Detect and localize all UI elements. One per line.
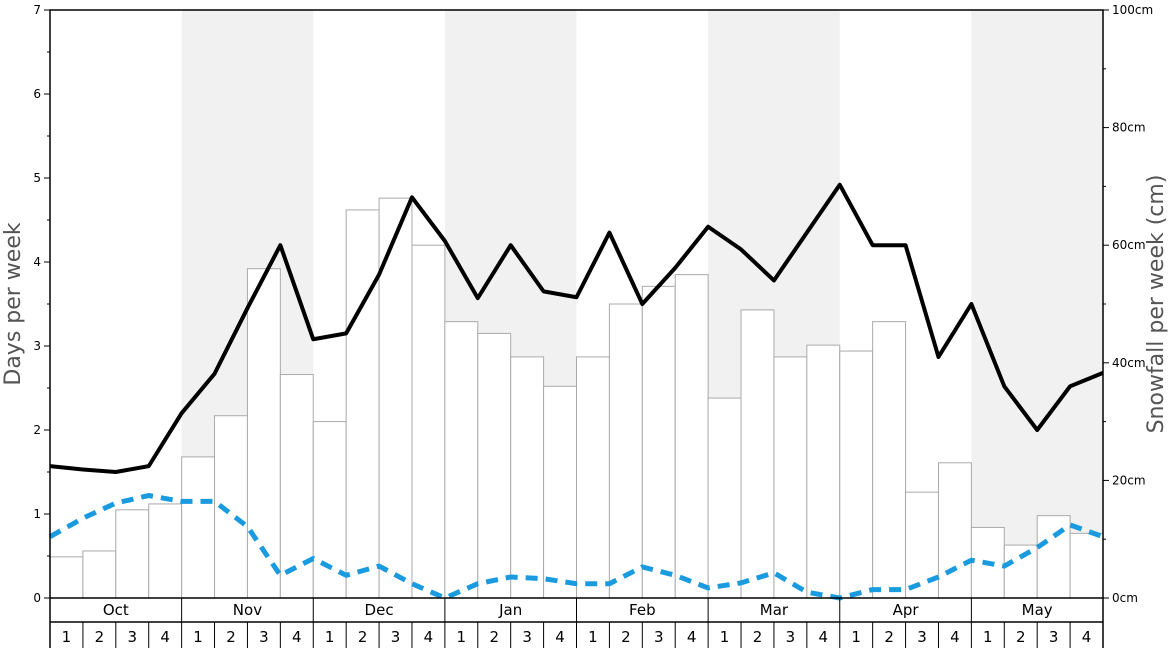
month-label-nov: Nov [233, 601, 262, 619]
snowfall-bar [148, 503, 183, 599]
week-label: 1 [851, 628, 861, 646]
snowfall-bar [1003, 544, 1038, 599]
week-label: 4 [160, 628, 170, 646]
week-label: 3 [917, 628, 927, 646]
snowfall-bar [543, 385, 577, 599]
week-label: 2 [1016, 628, 1026, 646]
left-tick-label: 4 [33, 255, 41, 269]
snowfall-bar [806, 344, 841, 599]
left-tick-label: 7 [33, 3, 41, 17]
snowfall-bar [477, 332, 512, 599]
series-lines [48, 182, 1104, 601]
snowfall-bar [839, 350, 874, 599]
month-label-oct: Oct [103, 601, 129, 619]
left-tick-label: 2 [33, 423, 41, 437]
left-tick-label: 3 [33, 339, 41, 353]
week-labels: 1 2 3 4 1 2 3 4 1 2 3 4 1 2 3 4 1 2 3 4 1 2 3 4 1 2 3 4 1 2 3 4 [62, 622, 1092, 648]
week-label: 3 [1049, 628, 1059, 646]
week-label: 4 [424, 628, 434, 646]
snowfall-bar [707, 397, 742, 599]
right-tick-label: 60cm [1112, 238, 1146, 252]
snowfall-bar [510, 356, 545, 599]
month-label-mar: Mar [760, 601, 789, 619]
month-label-dec: Dec [365, 601, 394, 619]
snowfall-bar [345, 209, 380, 599]
snowfall-bar [115, 509, 150, 599]
snowfall-bar [444, 321, 479, 599]
week-label: 2 [358, 628, 368, 646]
left-axis-ticks: 0 1 2 3 4 5 6 7 [33, 3, 50, 605]
week-label: 4 [950, 628, 960, 646]
left-tick-label: 6 [33, 87, 41, 101]
month-band-may [971, 10, 1103, 598]
snowfall-bar [181, 456, 216, 599]
week-label: 2 [884, 628, 894, 646]
snowfall-bar [246, 268, 281, 599]
right-tick-label: 40cm [1112, 356, 1146, 370]
snowfall-bar [740, 309, 775, 599]
month-label-jan: Jan [498, 601, 522, 619]
solid-series-line [49, 182, 1104, 474]
snowfall-bar [641, 285, 676, 599]
week-label: 3 [259, 628, 269, 646]
snowfall-bar [411, 244, 446, 599]
week-label: 1 [983, 628, 993, 646]
left-axis-title: Days per week [1, 222, 26, 385]
week-label: 1 [457, 628, 467, 646]
week-label: 1 [62, 628, 72, 646]
right-tick-label: 20cm [1112, 473, 1146, 487]
snowfall-bar [49, 556, 84, 599]
right-tick-label: 80cm [1112, 121, 1146, 135]
snowfall-bar [674, 274, 709, 599]
snowfall-bar [872, 321, 907, 599]
month-bands [181, 10, 1103, 598]
snowfall-bar [773, 356, 808, 599]
left-tick-label: 5 [33, 171, 41, 185]
snowfall-bar [1069, 532, 1104, 599]
right-tick-label: 100cm [1112, 3, 1153, 17]
week-label: 1 [588, 628, 598, 646]
week-label: 3 [654, 628, 664, 646]
week-label: 2 [95, 628, 105, 646]
snowfall-bar [608, 303, 643, 599]
week-label: 1 [193, 628, 203, 646]
week-label: 1 [325, 628, 335, 646]
month-label-apr: Apr [893, 601, 920, 619]
dashed-series-line [48, 493, 1104, 601]
week-label: 1 [720, 628, 730, 646]
week-label: 2 [753, 628, 763, 646]
left-tick-label: 1 [33, 507, 41, 521]
month-label-feb: Feb [629, 601, 656, 619]
week-label: 4 [819, 628, 829, 646]
snowfall-bar [1036, 515, 1071, 599]
week-label: 3 [391, 628, 401, 646]
snowfall-bars [49, 197, 1104, 599]
week-label: 4 [687, 628, 697, 646]
right-axis-title: Snowfall per week (cm) [1144, 175, 1168, 434]
snowfall-bar [937, 462, 972, 599]
left-tick-label: 0 [33, 591, 41, 605]
week-label: 3 [522, 628, 532, 646]
week-label: 4 [292, 628, 302, 646]
week-label: 4 [555, 628, 565, 646]
week-label: 3 [786, 628, 796, 646]
snowfall-bar [576, 356, 610, 599]
week-label: 3 [127, 628, 137, 646]
month-label-may: May [1022, 601, 1053, 619]
snowfall-bar [82, 550, 117, 599]
week-label: 2 [226, 628, 236, 646]
week-label: 4 [1082, 628, 1092, 646]
week-label: 2 [489, 628, 499, 646]
snowfall-bar [905, 491, 939, 599]
right-axis-ticks: 0cm 20cm 40cm 60cm 80cm 100cm [1103, 3, 1153, 605]
snowfall-bar [279, 374, 314, 599]
week-label: 2 [621, 628, 631, 646]
right-tick-label: 0cm [1112, 591, 1138, 605]
